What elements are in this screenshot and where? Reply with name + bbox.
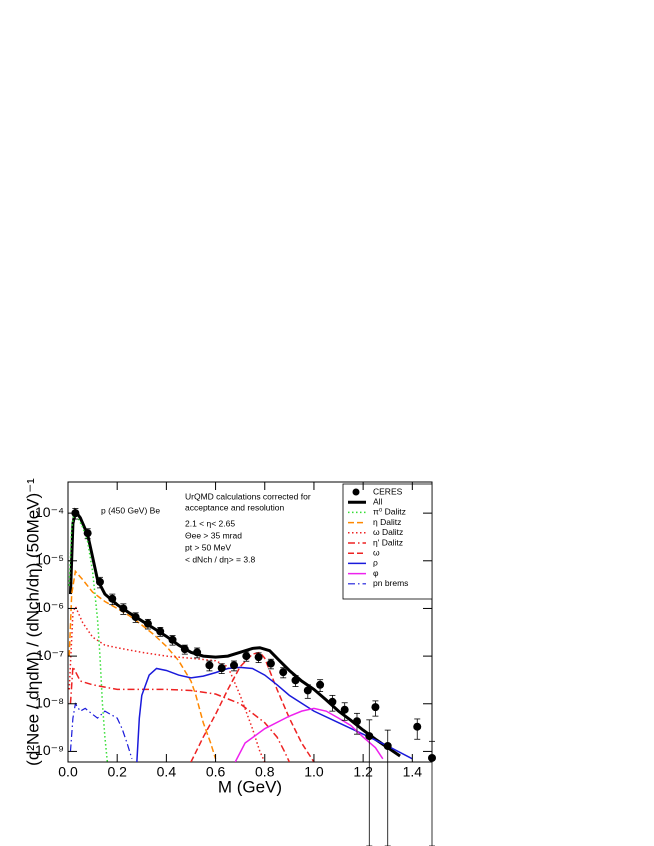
data-point (119, 604, 128, 613)
data-point (242, 652, 251, 661)
legend-label: φ (373, 568, 379, 578)
curve (69, 663, 291, 762)
legend-marker (352, 488, 360, 496)
y-tick-label: 10⁻⁶ (35, 599, 64, 615)
data-point (83, 529, 92, 538)
curve (68, 511, 109, 762)
x-tick-label: 0.0 (58, 764, 78, 780)
annotation: pt > 50 MeV (185, 542, 231, 552)
x-tick-label: 0.2 (107, 764, 127, 780)
legend-label: pn brems (373, 578, 408, 588)
legend-label: All (373, 496, 383, 506)
data-point (279, 668, 288, 677)
x-tick-label: 1.4 (403, 764, 423, 780)
legend-label: η Dalitz (373, 517, 401, 527)
legend-label: η' Dalitz (373, 537, 403, 547)
curve (68, 507, 401, 758)
series-group (68, 507, 413, 762)
curve (68, 604, 266, 762)
legend-label: ω (373, 547, 380, 557)
data-point (71, 509, 80, 518)
data-point (143, 619, 152, 628)
curve (234, 707, 384, 762)
y-tick-label: 10⁻⁵ (35, 551, 64, 567)
x-axis-label: M (GeV) (218, 777, 282, 796)
data-point (365, 732, 374, 741)
x-tick-label: 1.0 (304, 764, 324, 780)
legend-label: ω Dalitz (373, 527, 403, 537)
plot-area (68, 507, 413, 762)
data-point (217, 664, 226, 673)
data-point (156, 627, 165, 636)
annotation: < dNch / dη> = 3.8 (185, 554, 255, 564)
data-point (131, 613, 140, 622)
annotation: Θee > 35 mrad (185, 530, 242, 540)
data-point (266, 659, 275, 668)
data-point (180, 645, 189, 654)
data-point (193, 648, 202, 657)
x-tick-label: 0.8 (255, 764, 275, 780)
x-tick-label: 0.4 (157, 764, 177, 780)
data-point (428, 753, 436, 762)
data-point (371, 703, 380, 712)
data-point (316, 680, 325, 689)
data-point (352, 717, 361, 726)
data-point (230, 661, 239, 670)
legend-label: CERES (373, 486, 403, 496)
legend-label: ρ (373, 558, 378, 568)
curve (136, 666, 413, 762)
data-point (340, 705, 349, 714)
x-tick-label: 0.6 (206, 764, 226, 780)
legend-label: π⁰ Dalitz (373, 507, 406, 517)
data-point (254, 653, 263, 662)
data-point (303, 686, 312, 695)
x-tick-label: 1.2 (353, 764, 373, 780)
y-axis-label: (d²Nee / dηdM) / (dNch/dη) (50MeV)⁻¹ (23, 478, 42, 766)
annotation: UrQMD calculations corrected for (185, 491, 311, 501)
plot-frame (67, 481, 433, 763)
annotation: acceptance and resolution (185, 502, 285, 512)
y-tick-label: 10⁻⁸ (35, 694, 64, 710)
y-tick-label: 10⁻⁷ (36, 647, 64, 663)
y-tick-label: 10⁻⁴ (35, 504, 64, 520)
y-tick-label: 10⁻⁹ (35, 742, 64, 758)
data-point (205, 661, 214, 670)
curve (68, 569, 217, 760)
data-point (413, 722, 422, 731)
curve (69, 702, 133, 759)
data-point (168, 635, 177, 644)
data-point (95, 577, 104, 586)
data-point (108, 594, 117, 603)
data-point (383, 741, 392, 750)
annotation: 2.1 < η< 2.65 (185, 518, 235, 528)
annotation: p (450 GeV) Be (101, 505, 160, 515)
data-point (328, 697, 337, 706)
data-point (291, 676, 300, 685)
